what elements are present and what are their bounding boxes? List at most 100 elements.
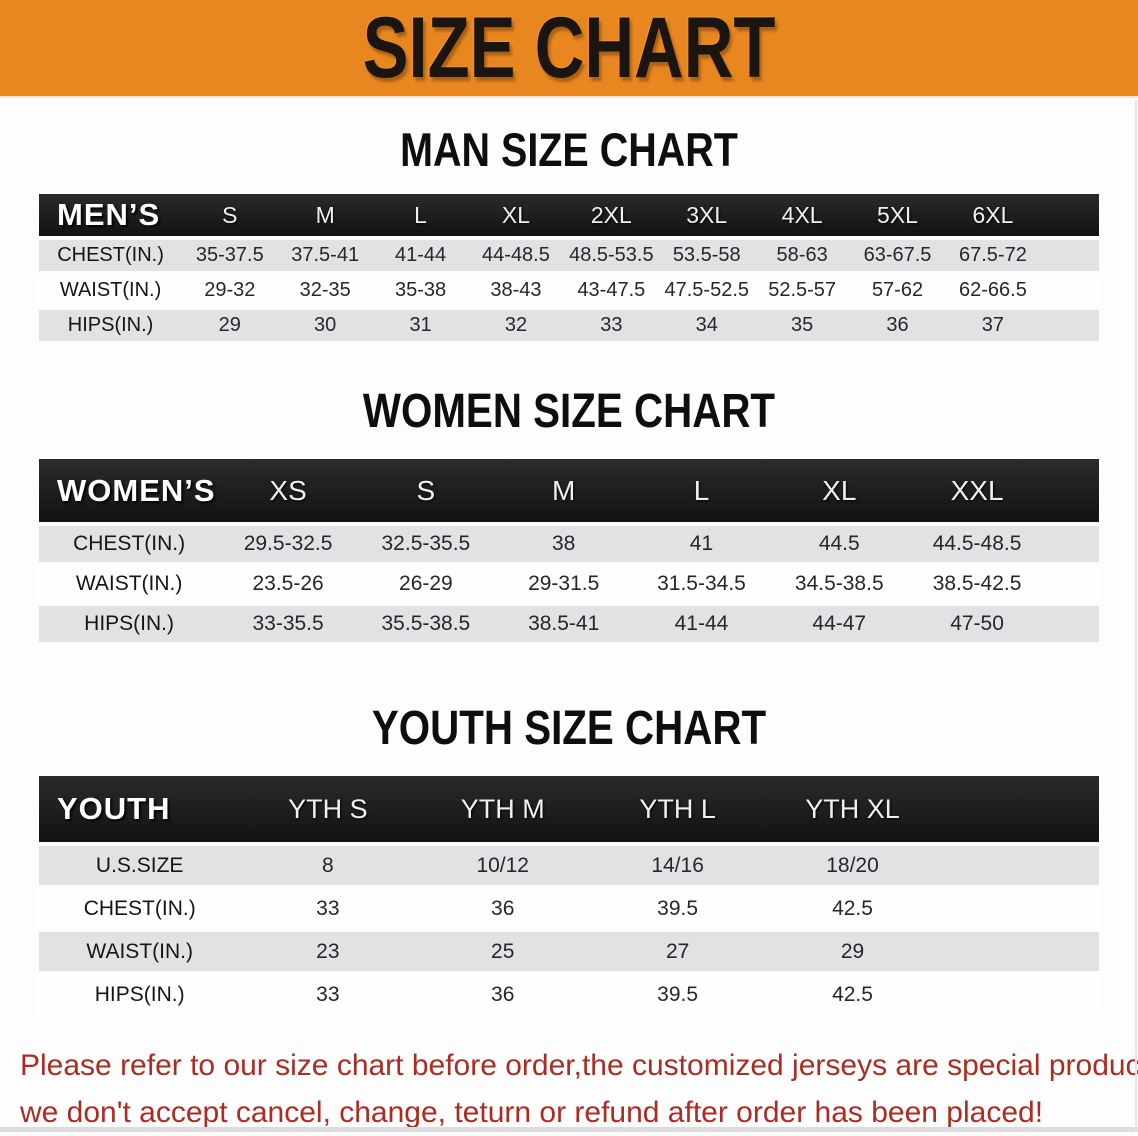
men-column-header: XL [468, 194, 564, 236]
row-label: HIPS(IN.) [39, 975, 241, 1014]
size-cell: 26-29 [356, 566, 495, 602]
size-cell: 10/12 [415, 846, 591, 885]
size-cell: 47.5-52.5 [659, 275, 755, 306]
men-column-header: S [182, 194, 278, 236]
size-cell: 34 [659, 310, 755, 341]
women-table-header-row: WOMEN’S XS S M L XL XXL [39, 459, 1099, 522]
row-label: CHEST(IN.) [39, 240, 183, 271]
size-cell: 47-50 [908, 606, 1046, 642]
women-column-header: XXL [908, 459, 1046, 522]
women-column-header: L [632, 459, 771, 522]
men-column-header: 6XL [945, 194, 1041, 236]
men-table-header-row: MEN’S S M L XL 2XL 3XL 4XL 5XL 6XL [39, 194, 1099, 236]
size-cell: 43-47.5 [563, 275, 660, 306]
spacer-cell [1040, 310, 1099, 341]
size-cell: 29-32 [182, 275, 278, 306]
section-women: WOMEN SIZE CHART WOMEN’S XS S M L XL XXL… [0, 385, 1138, 646]
youth-column-header: YTH M [415, 776, 591, 842]
women-column-header: S [356, 459, 495, 522]
men-group-label: MEN’S [39, 194, 183, 236]
size-cell: 32-35 [277, 275, 373, 306]
youth-chest-row: CHEST(IN.) 33 36 39.5 42.5 [39, 889, 1099, 928]
spacer-cell [939, 932, 1099, 971]
men-hips-row: HIPS(IN.) 29 30 31 32 33 34 35 36 37 [39, 310, 1099, 341]
size-cell: 42.5 [765, 889, 940, 928]
youth-group-label: YOUTH [39, 776, 241, 842]
size-cell: 35 [754, 310, 850, 341]
size-cell: 63-67.5 [849, 240, 946, 271]
size-cell: 14/16 [590, 846, 766, 885]
spacer-cell [1045, 566, 1099, 602]
size-cell: 8 [240, 846, 416, 885]
size-cell: 37.5-41 [277, 240, 373, 271]
size-cell: 29 [765, 932, 940, 971]
row-label: HIPS(IN.) [39, 310, 183, 341]
size-cell: 38.5-42.5 [908, 566, 1046, 602]
men-size-table: MEN’S S M L XL 2XL 3XL 4XL 5XL 6XL CHEST… [39, 190, 1099, 345]
size-cell: 29 [182, 310, 278, 341]
women-column-header: XL [770, 459, 909, 522]
youth-size-table: YOUTH YTH S YTH M YTH L YTH XL U.S.SIZE … [39, 772, 1099, 1018]
youth-column-header: YTH S [240, 776, 416, 842]
footer-note: Please refer to our size chart before or… [0, 1042, 1138, 1136]
spacer-cell [1040, 275, 1099, 306]
row-label: WAIST(IN.) [39, 566, 220, 602]
women-column-header: XS [219, 459, 357, 522]
size-cell: 38 [494, 526, 633, 562]
size-cell: 48.5-53.5 [563, 240, 660, 271]
youth-column-header: YTH XL [765, 776, 940, 842]
women-group-label: WOMEN’S [39, 459, 220, 522]
size-cell: 41-44 [632, 606, 771, 642]
spacer-cell [939, 846, 1099, 885]
men-column-header: 2XL [563, 194, 660, 236]
size-cell: 18/20 [765, 846, 940, 885]
size-cell: 27 [590, 932, 766, 971]
row-label: CHEST(IN.) [39, 889, 241, 928]
size-cell: 58-63 [754, 240, 850, 271]
spacer-cell [939, 776, 1099, 842]
disclaimer-line-2: we don't accept cancel, change, teturn o… [20, 1096, 1044, 1129]
women-column-header: M [494, 459, 633, 522]
size-cell: 34.5-38.5 [770, 566, 909, 602]
section-youth: YOUTH SIZE CHART YOUTH YTH S YTH M YTH L… [0, 702, 1138, 1018]
size-cell: 23.5-26 [219, 566, 357, 602]
spacer-cell [939, 975, 1099, 1014]
youth-table-header-row: YOUTH YTH S YTH M YTH L YTH XL [39, 776, 1099, 842]
size-cell: 36 [849, 310, 946, 341]
size-cell: 44-47 [770, 606, 909, 642]
size-cell: 29.5-32.5 [219, 526, 357, 562]
size-cell: 57-62 [849, 275, 946, 306]
banner: SIZE CHART [0, 0, 1138, 98]
size-cell: 38.5-41 [494, 606, 633, 642]
row-label: U.S.SIZE [39, 846, 241, 885]
size-cell: 41 [632, 526, 771, 562]
size-cell: 33 [240, 975, 416, 1014]
bottom-edge-divider [0, 1127, 1138, 1132]
size-cell: 36 [415, 889, 591, 928]
men-column-header: M [277, 194, 373, 236]
size-cell: 38-43 [468, 275, 564, 306]
youth-waist-row: WAIST(IN.) 23 25 27 29 [39, 932, 1099, 971]
men-section-title: MAN SIZE CHART [400, 123, 738, 176]
size-cell: 44.5-48.5 [908, 526, 1046, 562]
spacer-cell [1040, 194, 1099, 236]
size-cell: 44.5 [770, 526, 909, 562]
size-cell: 33-35.5 [219, 606, 357, 642]
spacer-cell [1040, 240, 1099, 271]
size-cell: 36 [415, 975, 591, 1014]
women-section-title: WOMEN SIZE CHART [362, 385, 776, 438]
size-cell: 35.5-38.5 [356, 606, 495, 642]
men-column-header: L [372, 194, 469, 236]
men-column-header: 4XL [754, 194, 850, 236]
size-cell: 41-44 [372, 240, 469, 271]
youth-section-title: YOUTH SIZE CHART [371, 702, 767, 755]
size-cell: 52.5-57 [754, 275, 850, 306]
women-size-table: WOMEN’S XS S M L XL XXL CHEST(IN.) 29.5-… [39, 455, 1099, 646]
men-waist-row: WAIST(IN.) 29-32 32-35 35-38 38-43 43-47… [39, 275, 1099, 306]
size-cell: 31 [372, 310, 469, 341]
size-cell: 53.5-58 [659, 240, 755, 271]
women-chest-row: CHEST(IN.) 29.5-32.5 32.5-35.5 38 41 44.… [39, 526, 1099, 562]
row-label: WAIST(IN.) [39, 932, 241, 971]
size-cell: 29-31.5 [494, 566, 633, 602]
size-cell: 30 [277, 310, 373, 341]
